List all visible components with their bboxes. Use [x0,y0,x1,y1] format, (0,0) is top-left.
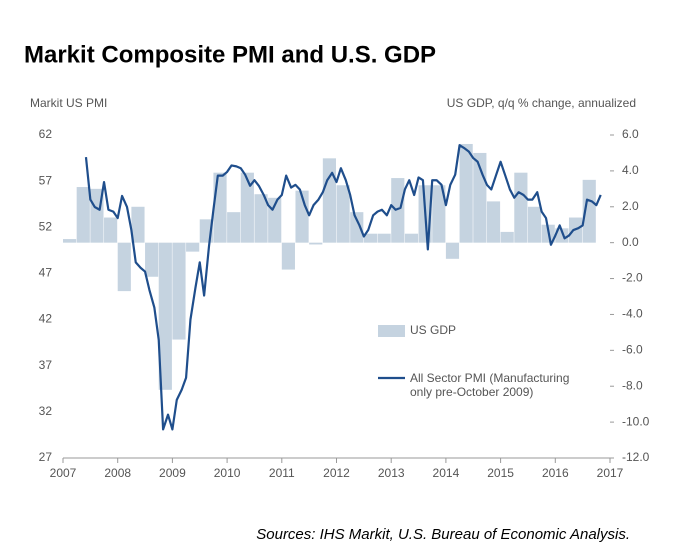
x-tick-label: 2013 [378,466,405,480]
legend-label: All Sector PMI (Manufacturing only pre-O… [410,371,570,399]
legend-swatch [378,325,405,337]
x-tick-label: 2008 [104,466,131,480]
bar [104,217,118,243]
bar [254,194,268,243]
bar [377,233,391,243]
y2-tick-label: -4.0 [622,307,643,321]
x-tick-label: 2016 [542,466,569,480]
bar [404,233,419,243]
bar [363,233,378,243]
x-tick-label: 2017 [597,466,624,480]
bar [350,212,364,243]
bar [322,158,336,243]
bar [145,242,159,277]
bar [391,178,405,243]
bar [445,242,460,259]
bar [500,231,514,243]
bar [309,242,323,245]
bar [227,212,241,243]
bar [117,242,131,292]
bar [582,179,596,243]
x-tick-label: 2015 [487,466,514,480]
x-tick-label: 2011 [269,466,295,480]
bar [281,242,295,270]
y2-tick-label: 0.0 [622,235,639,249]
y2-axis-label: US GDP, q/q % change, annualized [447,96,636,110]
y2-tick-label: -2.0 [622,271,643,285]
bar [131,206,145,243]
x-tick-label: 2009 [159,466,186,480]
bar [76,187,90,243]
bar [186,242,200,252]
y-tick-label: 62 [39,127,53,141]
y-axis-label: Markit US PMI [30,96,107,110]
y2-tick-label: -12.0 [622,450,650,464]
x-tick-label: 2012 [323,466,350,480]
x-tick-label: 2014 [433,466,460,480]
bar [514,172,528,243]
bar [172,242,186,340]
legend-label: US GDP [410,323,456,337]
y-tick-label: 57 [39,173,53,187]
bar [63,239,77,243]
y-tick-label: 42 [39,312,53,326]
bar [336,185,350,243]
y2-tick-label: 4.0 [622,163,639,177]
y-tick-label: 32 [39,404,53,418]
x-tick-label: 2010 [214,466,241,480]
y-tick-label: 27 [39,450,53,464]
line [84,144,602,431]
y2-tick-label: 2.0 [622,199,639,213]
bar [158,242,172,390]
y-tick-label: 37 [39,358,53,372]
chart-title: Markit Composite PMI and U.S. GDP [24,41,436,68]
y-tick-label: 47 [39,266,53,280]
source: Sources: IHS Markit, U.S. Bureau of Econ… [256,526,630,543]
bar [432,185,446,243]
y2-tick-label: -8.0 [622,378,643,392]
x-tick-label: 2007 [50,466,77,480]
bar [486,201,501,243]
bar [527,206,542,243]
y2-tick-label: -10.0 [622,414,650,428]
y-tick-label: 52 [39,219,53,233]
bar [240,172,254,243]
y2-tick-label: 6.0 [622,127,639,141]
bar [213,172,227,243]
bar [459,143,473,243]
y2-tick-label: -6.0 [622,343,643,357]
